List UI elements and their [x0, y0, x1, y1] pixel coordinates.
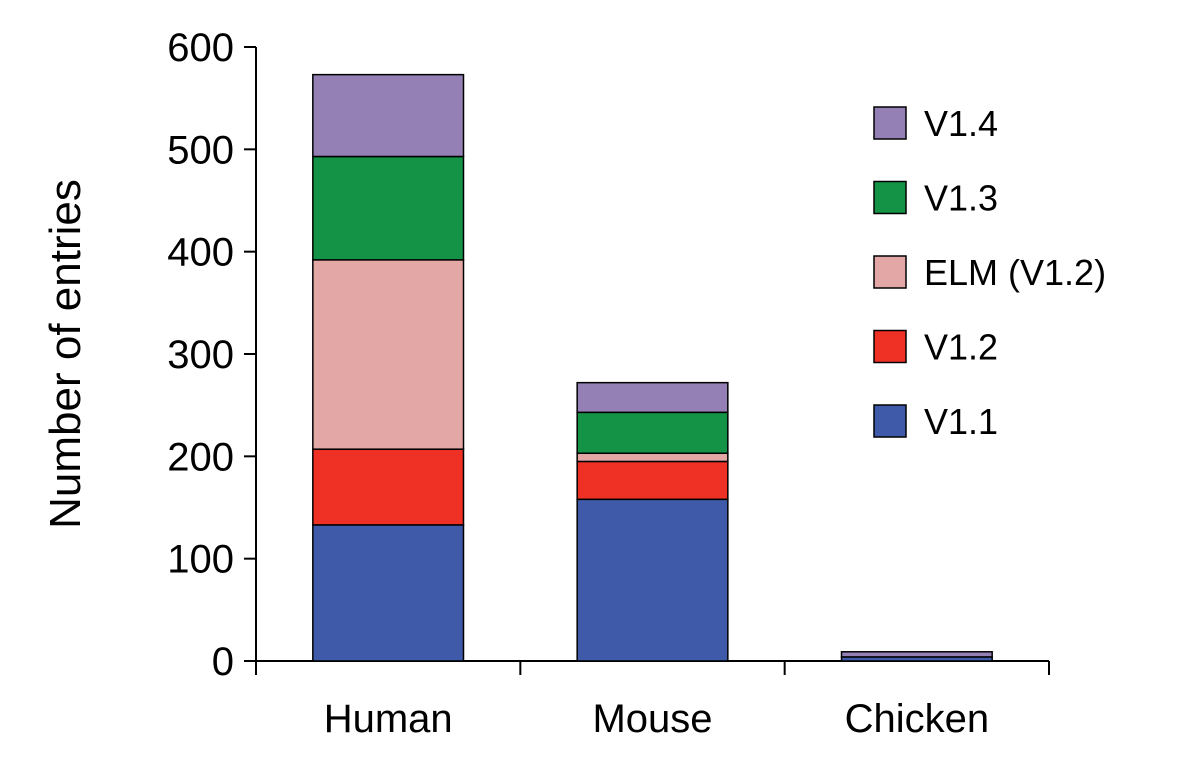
legend-label: V1.2 — [924, 327, 998, 368]
bar-segment — [576, 460, 729, 501]
category-label: Chicken — [845, 697, 990, 741]
bar-segment — [576, 381, 729, 414]
category-label: Mouse — [592, 697, 712, 741]
bar-segment — [576, 452, 729, 463]
legend-swatch — [873, 180, 907, 215]
category-label: Human — [324, 697, 453, 741]
bars — [312, 73, 993, 662]
bar-segment — [576, 498, 729, 662]
bar-segment — [312, 259, 465, 450]
x-ticks — [255, 661, 1050, 675]
y-axis-title: Number of entries — [41, 179, 90, 529]
y-ticks: 0 100 200 300 400 500 600 — [167, 26, 256, 684]
y-tick-label: 300 — [167, 333, 234, 377]
legend: V1.4 V1.3 ELM (V1.2) V1.2 V1.1 — [873, 103, 1106, 442]
legend-label: V1.1 — [924, 401, 998, 442]
bar-segment — [312, 524, 465, 662]
category-labels: Human Mouse Chicken — [324, 697, 989, 741]
bar-segment — [312, 73, 465, 158]
y-tick-label: 0 — [212, 640, 234, 684]
legend-swatch — [873, 404, 907, 438]
legend-label: ELM (V1.2) — [924, 252, 1106, 293]
bar-segment — [312, 155, 465, 261]
legend-swatch — [873, 329, 907, 364]
legend-swatch — [873, 255, 907, 289]
y-tick-label: 200 — [167, 435, 234, 479]
legend-label: V1.3 — [924, 178, 998, 219]
legend-label: V1.4 — [924, 103, 998, 144]
y-tick-label: 500 — [167, 128, 234, 172]
y-tick-label: 600 — [167, 26, 234, 70]
bar-segment — [576, 411, 729, 455]
legend-swatch — [873, 106, 907, 140]
y-tick-label: 100 — [167, 538, 234, 582]
y-tick-label: 400 — [167, 231, 234, 275]
bar-segment — [840, 651, 993, 658]
bar-segment — [312, 448, 465, 526]
